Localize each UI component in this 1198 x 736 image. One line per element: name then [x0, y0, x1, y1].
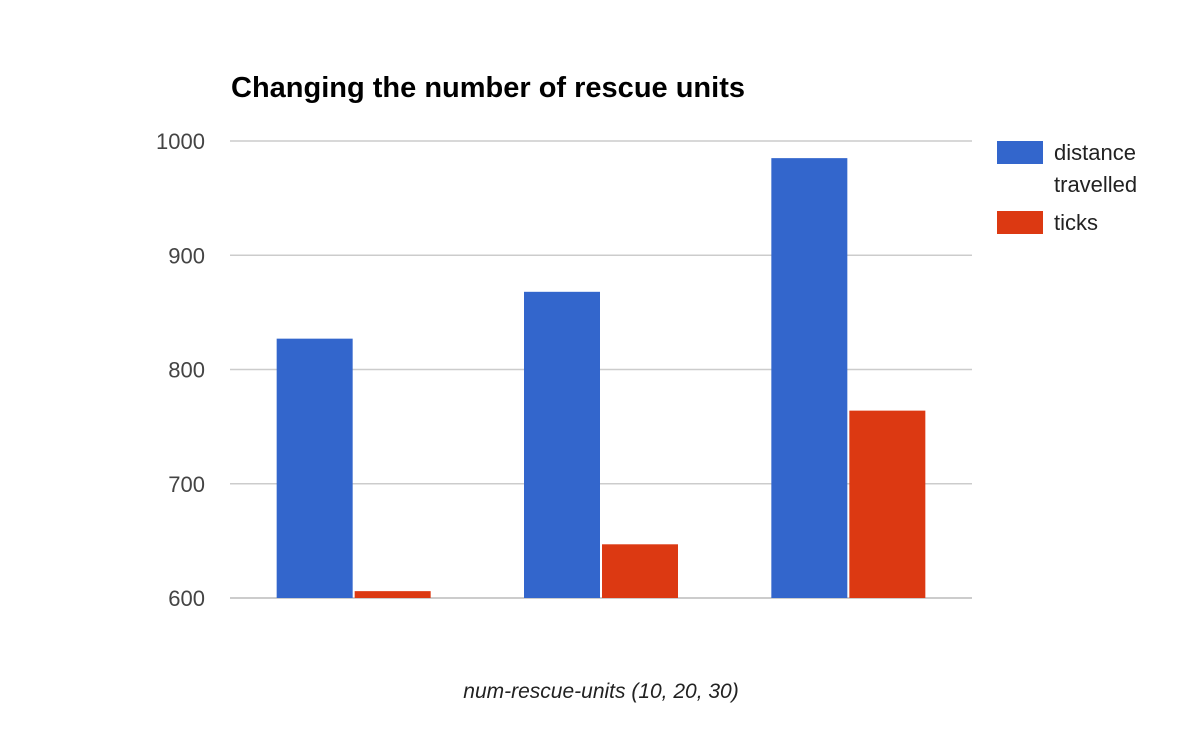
bar-distance-travelled-1 — [276, 338, 353, 598]
bar-distance-travelled-3 — [771, 158, 848, 598]
bar-distance-travelled-2 — [524, 291, 600, 598]
x-axis-label: num-rescue-units (10, 20, 30) — [463, 680, 738, 703]
gridlines — [230, 140, 972, 599]
legend-label: travelled — [1054, 172, 1137, 197]
y-tick-label: 900 — [168, 243, 205, 268]
bar-ticks-1 — [354, 591, 431, 598]
legend-label: ticks — [1054, 210, 1098, 235]
y-tick-label: 1000 — [156, 129, 205, 154]
y-tick-label: 800 — [168, 358, 205, 383]
y-axis-ticks: 600 700 800 900 1000 — [156, 129, 205, 611]
legend-swatch — [997, 211, 1043, 234]
bar-ticks-2 — [602, 544, 678, 598]
y-tick-label: 700 — [168, 472, 205, 497]
legend-label: distance — [1054, 140, 1136, 165]
y-tick-label: 600 — [168, 586, 205, 611]
chart-title: Changing the number of rescue units — [231, 72, 745, 104]
bars — [276, 158, 926, 598]
legend: distance travelled ticks — [997, 140, 1137, 235]
bar-ticks-3 — [849, 410, 926, 598]
legend-swatch — [997, 141, 1043, 164]
